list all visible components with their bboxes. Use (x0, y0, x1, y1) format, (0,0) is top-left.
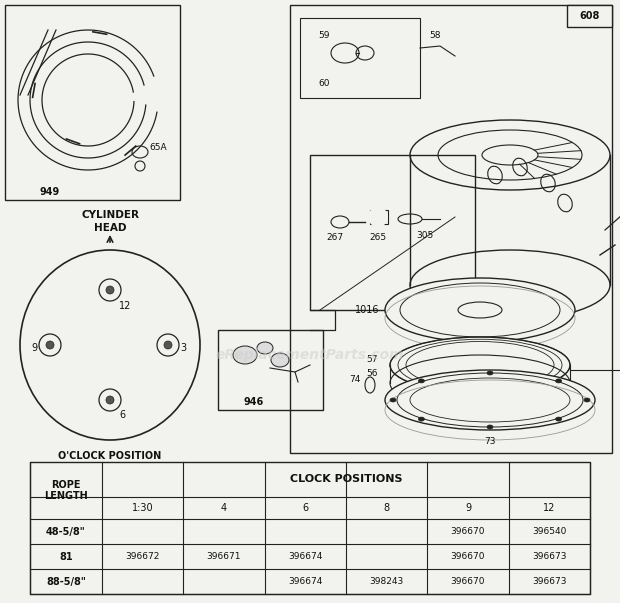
Ellipse shape (271, 353, 289, 367)
Ellipse shape (437, 282, 443, 288)
Bar (290, 5, 612, 453)
Ellipse shape (46, 341, 54, 349)
Ellipse shape (487, 425, 493, 429)
Text: 56: 56 (366, 368, 378, 377)
Ellipse shape (556, 417, 562, 421)
Bar (310, 155, 475, 310)
Text: 267: 267 (327, 233, 343, 242)
Ellipse shape (257, 342, 273, 354)
Text: 396540: 396540 (532, 527, 567, 536)
Bar (30, 462, 590, 594)
Ellipse shape (385, 278, 575, 342)
Text: 60: 60 (318, 78, 329, 87)
Text: 48-5/8": 48-5/8" (46, 526, 86, 537)
Text: 396670: 396670 (451, 527, 485, 536)
Ellipse shape (385, 370, 595, 430)
Text: ROPE
LENGTH: ROPE LENGTH (44, 480, 88, 501)
Text: eReplacementParts.com: eReplacementParts.com (216, 348, 404, 362)
Bar (567, 5, 612, 27)
Text: 81: 81 (59, 552, 73, 561)
Text: 4: 4 (221, 503, 227, 513)
Text: 1:30: 1:30 (132, 503, 154, 513)
Text: 9: 9 (465, 503, 471, 513)
Text: 57: 57 (366, 355, 378, 364)
Ellipse shape (418, 379, 425, 383)
Ellipse shape (365, 377, 375, 393)
Text: 9: 9 (31, 343, 37, 353)
Text: 949: 949 (40, 187, 60, 197)
Text: 396672: 396672 (125, 552, 160, 561)
Text: 3: 3 (180, 343, 186, 353)
Ellipse shape (368, 207, 388, 227)
Bar (5, 5, 180, 200)
Ellipse shape (106, 396, 114, 404)
Ellipse shape (39, 334, 61, 356)
Text: 6: 6 (303, 503, 308, 513)
Bar (218, 330, 323, 410)
Text: 73: 73 (484, 438, 496, 446)
Text: 8: 8 (384, 503, 390, 513)
Ellipse shape (157, 334, 179, 356)
Text: HEAD: HEAD (94, 223, 126, 233)
Text: 396674: 396674 (288, 577, 322, 586)
Text: 396671: 396671 (206, 552, 241, 561)
Text: 398243: 398243 (370, 577, 404, 586)
Ellipse shape (390, 337, 570, 393)
Text: 305: 305 (417, 232, 433, 241)
Bar (300, 18, 420, 98)
Bar (370, 210, 388, 224)
Ellipse shape (99, 279, 121, 301)
Ellipse shape (233, 346, 257, 364)
Text: 74: 74 (349, 376, 361, 385)
Text: 58: 58 (429, 31, 441, 40)
Ellipse shape (418, 417, 425, 421)
Text: 608: 608 (580, 11, 600, 21)
Text: 265: 265 (370, 233, 386, 241)
Text: 396673: 396673 (532, 552, 567, 561)
Text: 6: 6 (119, 410, 125, 420)
Ellipse shape (487, 371, 493, 375)
Ellipse shape (106, 286, 114, 294)
Text: 65A: 65A (149, 142, 167, 151)
Ellipse shape (99, 389, 121, 411)
Ellipse shape (390, 398, 396, 402)
Text: 946: 946 (243, 397, 264, 407)
Text: 12: 12 (119, 301, 131, 311)
Ellipse shape (164, 341, 172, 349)
Text: 88-5/8": 88-5/8" (46, 576, 86, 587)
Ellipse shape (556, 379, 562, 383)
Ellipse shape (584, 398, 590, 402)
Text: CLOCK POSITIONS: CLOCK POSITIONS (290, 475, 402, 484)
Text: 12: 12 (543, 503, 556, 513)
Text: 59: 59 (318, 31, 329, 40)
Text: CYLINDER: CYLINDER (81, 210, 139, 220)
Text: 396673: 396673 (532, 577, 567, 586)
Ellipse shape (20, 250, 200, 440)
Text: 1016: 1016 (355, 305, 379, 315)
Text: O'CLOCK POSITION: O'CLOCK POSITION (58, 451, 162, 461)
Text: 396674: 396674 (288, 552, 322, 561)
Text: 396670: 396670 (451, 552, 485, 561)
Text: 396670: 396670 (451, 577, 485, 586)
